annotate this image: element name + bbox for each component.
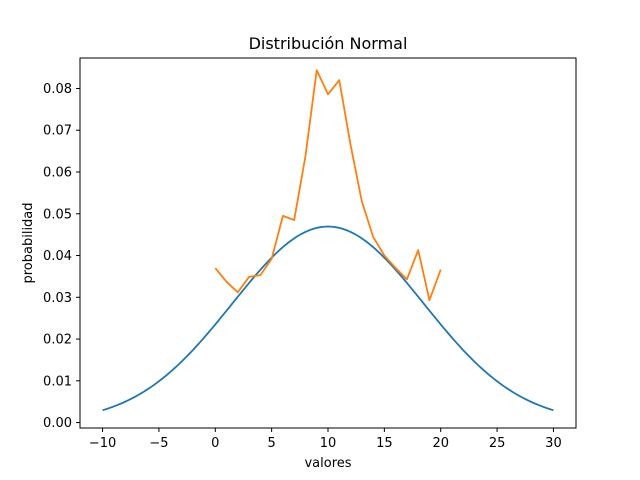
y-tick-label: 0.05	[43, 207, 72, 222]
y-tick-label: 0.04	[43, 249, 72, 264]
series-line-1	[214, 69, 442, 302]
y-axis-label: probabilidad	[21, 202, 36, 283]
x-tick-label: 15	[376, 436, 393, 451]
plot-area	[102, 69, 554, 412]
x-axis: −10 −5 0 5 10 15 20 25 30	[89, 428, 562, 451]
y-axis: 0.00 0.01 0.02 0.03 0.04 0.05 0.06 0.07 0.08	[43, 82, 80, 431]
y-tick-label: 0.06	[43, 166, 72, 181]
y-tick-label: 0.08	[43, 82, 72, 97]
y-tick-label: 0.01	[43, 374, 72, 389]
chart-title: Distribución Normal	[249, 34, 408, 53]
series-line-0	[102, 225, 554, 412]
x-tick-label: −10	[89, 436, 116, 451]
y-tick-label: 0.02	[43, 333, 72, 348]
x-tick-label: −5	[149, 436, 168, 451]
x-tick-label: 20	[432, 436, 449, 451]
y-tick-label: 0.07	[43, 124, 72, 139]
x-tick-label: 25	[489, 436, 506, 451]
x-tick-label: 5	[267, 436, 275, 451]
x-axis-label: valores	[304, 456, 351, 471]
y-tick-label: 0.03	[43, 291, 72, 306]
y-tick-label: 0.00	[43, 416, 72, 431]
x-tick-label: 10	[320, 436, 337, 451]
x-tick-label: 30	[545, 436, 562, 451]
x-tick-label: 0	[211, 436, 219, 451]
